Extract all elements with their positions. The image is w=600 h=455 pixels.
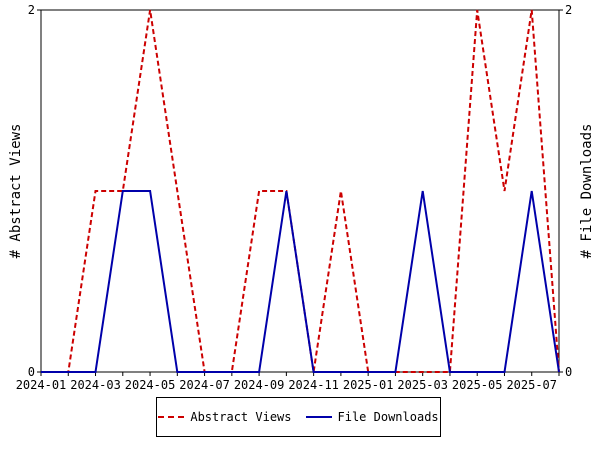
legend-item-file-downloads: File Downloads	[305, 410, 439, 424]
x-tick-label: 2024-11	[288, 378, 339, 392]
series-line-file-downloads	[41, 190, 560, 373]
y-axis-title-left: # Abstract Views	[8, 124, 24, 259]
y-tick-label-left: 0	[28, 365, 35, 379]
legend-label-abstract-views: Abstract Views	[190, 410, 292, 424]
legend: Abstract Views File Downloads	[156, 397, 441, 437]
plot-area: 2024-01 2024-03 2024-05 2024-07 2024-09 2024-…	[16, 3, 573, 392]
x-tick-label: 2024-07	[179, 378, 230, 392]
x-tick-label: 2025-03	[397, 378, 448, 392]
y-tick-label-right: 0	[565, 365, 572, 379]
x-tick-label: 2024-03	[70, 378, 121, 392]
y-tick-label-right: 2	[565, 3, 572, 17]
legend-swatch-file-downloads	[305, 416, 332, 418]
x-tick-label: 2024-09	[234, 378, 285, 392]
legend-item-abstract-views: Abstract Views	[158, 410, 292, 424]
x-tick-label: 2024-01	[16, 378, 67, 392]
x-tick-label: 2025-07	[506, 378, 557, 392]
legend-label-file-downloads: File Downloads	[337, 410, 439, 424]
x-tick-label: 2025-05	[452, 378, 503, 392]
y-tick-label-left: 2	[28, 3, 35, 17]
legend-swatch-abstract-views	[158, 416, 185, 418]
x-tick-label: 2025-01	[343, 378, 394, 392]
x-tick-label: 2024-05	[125, 378, 176, 392]
y-axis-title-right: # File Downloads	[579, 124, 595, 259]
